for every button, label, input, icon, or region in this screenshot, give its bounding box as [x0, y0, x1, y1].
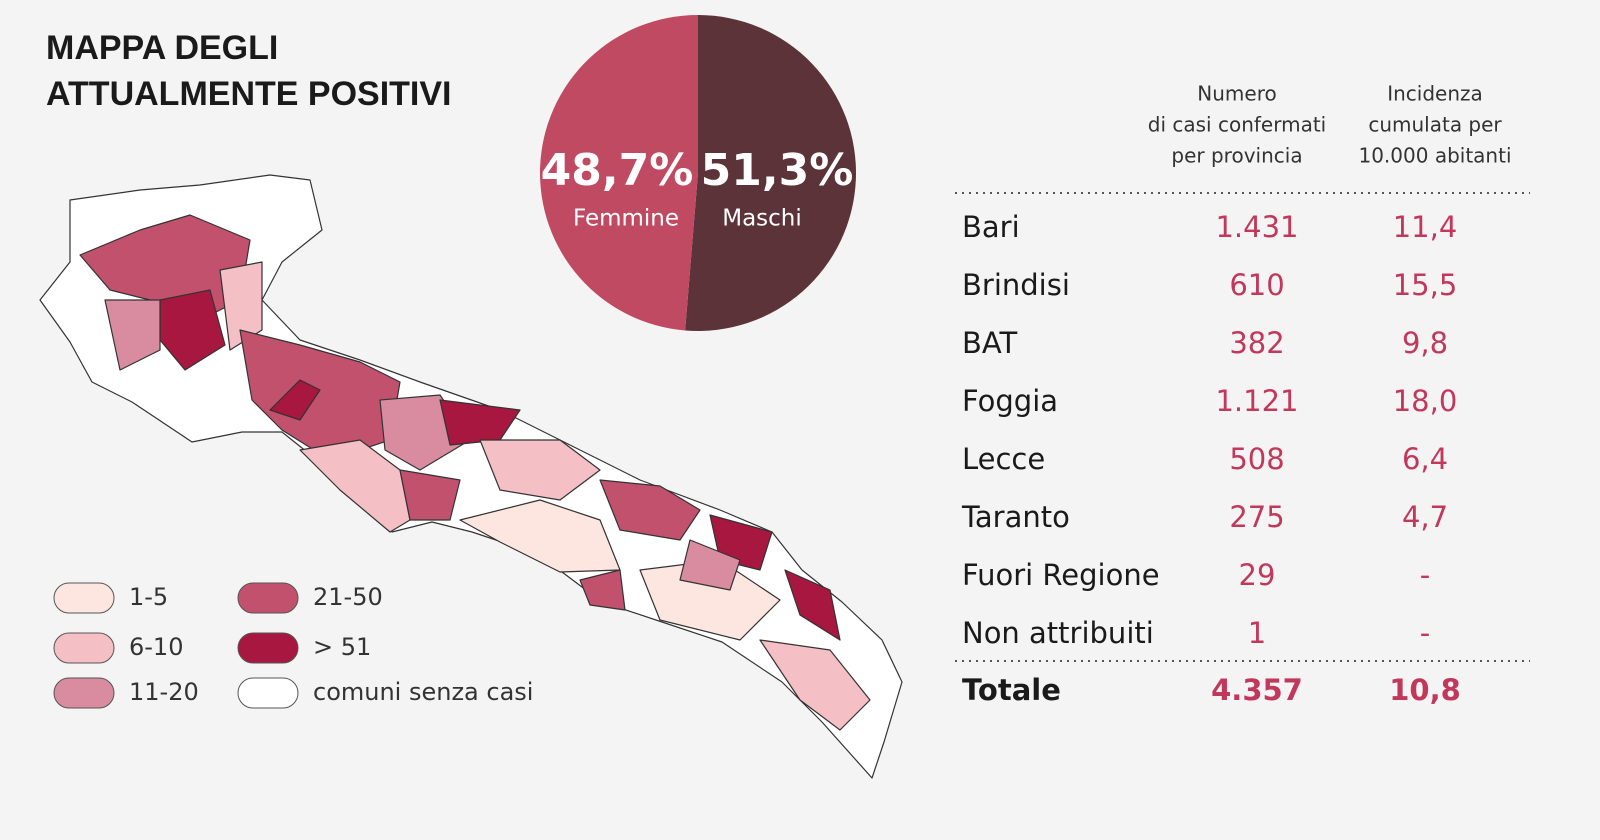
pie-slice: [540, 14, 698, 331]
legend-swatch: [53, 582, 115, 614]
table-cell: 9,8: [1402, 326, 1448, 360]
table-cell: 29: [1239, 558, 1276, 592]
row-label: Brindisi: [962, 268, 1070, 302]
table-cell: 275: [1229, 500, 1284, 534]
table-cell: 610: [1229, 268, 1284, 302]
pie-chart: 48,7% Femmine 51,3% Maschi: [540, 14, 857, 331]
row-label: Foggia: [962, 384, 1058, 418]
column-header: Incidenza: [1387, 82, 1483, 106]
area: [579, 569, 626, 611]
column-header: cumulata per: [1368, 113, 1502, 137]
area: [269, 379, 321, 421]
row-label: Lecce: [962, 442, 1045, 476]
table-cell: 1: [1248, 616, 1266, 650]
legend-swatch: [237, 677, 299, 709]
pie-category-label: Maschi: [722, 206, 802, 232]
legend-label: 11-20: [129, 678, 199, 706]
column-header: di casi confermati: [1148, 113, 1326, 137]
table-cell: 1.431: [1215, 210, 1298, 244]
pie-value-label: 48,7%: [541, 145, 694, 196]
column-header: 10.000 abitanti: [1358, 144, 1511, 168]
area: [784, 569, 841, 641]
area: [599, 479, 701, 541]
table-cell: 10,8: [1389, 673, 1461, 707]
map-legend: 1-5 6-10 11-20 21-50 > 51 comuni senza casi: [53, 582, 533, 709]
legend-label: 6-10: [129, 633, 183, 661]
area: [679, 539, 741, 591]
table-cell: 15,5: [1393, 268, 1458, 302]
table-cell: 6,4: [1402, 442, 1448, 476]
pie-category-label: Femmine: [573, 206, 679, 232]
table-cell: 18,0: [1393, 384, 1458, 418]
table-cell: 4.357: [1211, 673, 1303, 707]
area: [399, 469, 461, 521]
legend-label: comuni senza casi: [313, 678, 533, 706]
area: [104, 299, 161, 371]
puglia-map: [39, 174, 903, 779]
title-line: MAPPA DEGLI: [46, 29, 278, 67]
row-label: Taranto: [961, 500, 1070, 534]
column-header: per provincia: [1171, 144, 1302, 168]
row-label: Non attribuiti: [962, 616, 1154, 650]
table-cell: 4,7: [1402, 500, 1448, 534]
legend-swatch: [53, 677, 115, 709]
legend-label: 1-5: [129, 583, 168, 611]
row-label: Fuori Regione: [962, 558, 1160, 592]
table-cell: 1.121: [1215, 384, 1298, 418]
table-cell: 382: [1229, 326, 1284, 360]
column-header: Numero: [1197, 82, 1276, 106]
legend-swatch: [237, 632, 299, 664]
title-line: ATTUALMENTE POSITIVI: [46, 75, 451, 113]
area: [219, 261, 263, 351]
legend-swatch: [237, 582, 299, 614]
row-label: BAT: [962, 326, 1017, 360]
area: [479, 439, 601, 501]
table-cell: -: [1420, 558, 1430, 592]
table-cell: -: [1420, 616, 1430, 650]
pie-slice: [685, 15, 857, 331]
pie-value-label: 51,3%: [701, 145, 854, 196]
legend-label: > 51: [313, 633, 371, 661]
row-label: Bari: [962, 210, 1020, 244]
table-cell: 11,4: [1393, 210, 1458, 244]
legend-swatch: [53, 632, 115, 664]
row-label: Totale: [962, 673, 1061, 707]
table-cell: 508: [1229, 442, 1284, 476]
legend-label: 21-50: [313, 583, 383, 611]
area: [759, 639, 871, 731]
table: Numero di casi confermati per provincia Inc…: [961, 82, 1512, 708]
